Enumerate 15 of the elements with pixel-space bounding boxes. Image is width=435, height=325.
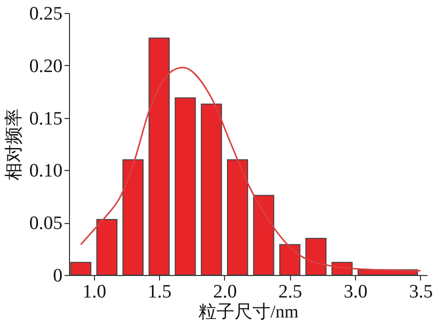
x-axis-title: 粒子尺寸/nm <box>198 302 299 322</box>
y-tick-label: 0.15 <box>29 108 62 130</box>
y-tick-label: 0.20 <box>29 56 62 77</box>
x-tick-label: 3.0 <box>344 282 368 302</box>
x-tick-label: 3.5 <box>409 282 433 302</box>
y-tick-label: 0.10 <box>29 160 62 182</box>
x-tick-label: 1.5 <box>148 282 172 302</box>
y-tick-label: 0.25 <box>29 4 62 24</box>
y-tick-label: 0 <box>53 266 62 286</box>
x-tick-label: 1.0 <box>82 282 106 302</box>
line-series <box>80 66 422 272</box>
x-tick-label: 2.5 <box>278 282 302 302</box>
x-tick-label: 2.0 <box>213 282 237 302</box>
y-axis-title: 相对频率 <box>3 108 24 180</box>
y-tick-label: 0.05 <box>29 213 62 234</box>
